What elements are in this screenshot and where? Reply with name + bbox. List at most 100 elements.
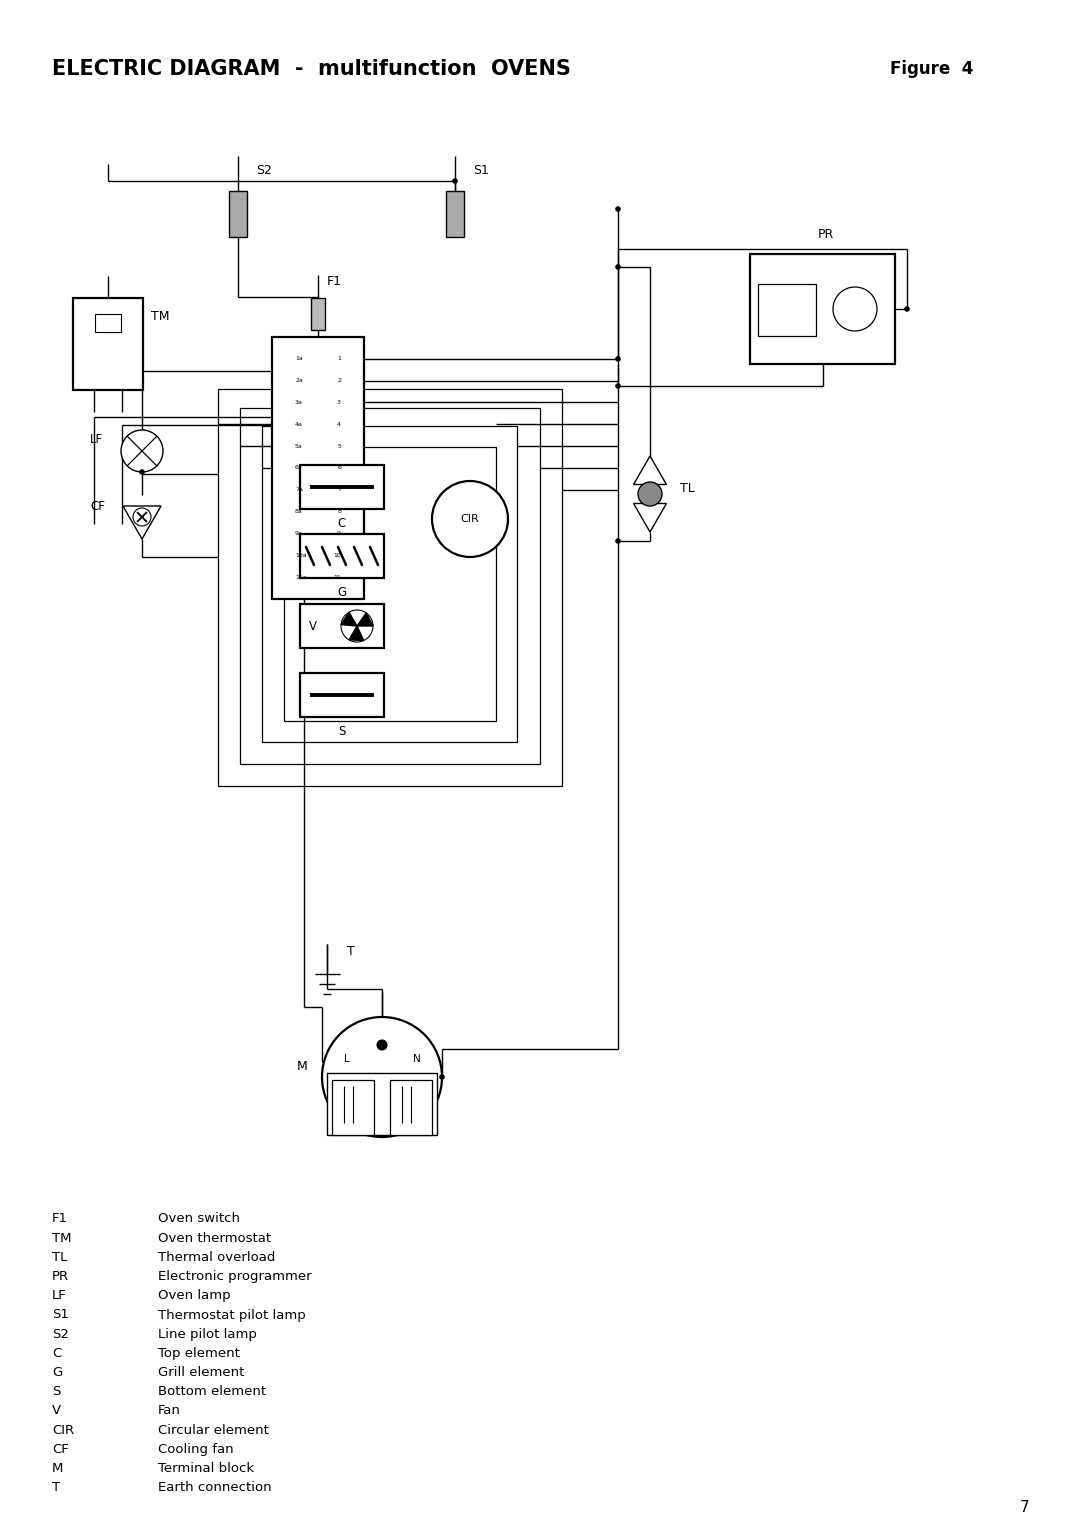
Bar [284, 446, 496, 722]
Text: 8a: 8a [295, 509, 302, 514]
Text: Earth connection: Earth connection [158, 1482, 272, 1494]
Bar [300, 534, 384, 578]
Text: 7: 7 [1021, 1500, 1030, 1515]
Circle shape [616, 384, 621, 388]
Text: T: T [52, 1482, 60, 1494]
Bar [218, 388, 562, 786]
Bar [332, 1079, 374, 1135]
Circle shape [616, 206, 621, 213]
Circle shape [121, 430, 163, 472]
Text: S2: S2 [256, 164, 272, 176]
Text: Thermostat pilot lamp: Thermostat pilot lamp [158, 1309, 306, 1321]
Text: G: G [337, 587, 347, 599]
Text: Line pilot lamp: Line pilot lamp [158, 1327, 257, 1341]
Text: M: M [52, 1462, 64, 1475]
Text: C: C [52, 1347, 62, 1359]
Circle shape [133, 508, 151, 526]
Circle shape [322, 1017, 442, 1138]
Text: L: L [345, 1053, 350, 1064]
Text: S2: S2 [52, 1327, 69, 1341]
Circle shape [638, 482, 662, 506]
Text: TL: TL [680, 483, 694, 495]
Bar [300, 465, 384, 509]
Text: V: V [52, 1405, 62, 1417]
Text: 9: 9 [337, 531, 341, 537]
Text: S: S [338, 725, 346, 739]
Text: Oven lamp: Oven lamp [158, 1289, 231, 1303]
Text: 10a: 10a [295, 553, 307, 558]
Circle shape [432, 482, 508, 557]
Text: F1: F1 [327, 275, 342, 289]
Text: M: M [297, 1061, 308, 1073]
Text: Fan: Fan [158, 1405, 180, 1417]
Text: 4: 4 [337, 422, 341, 427]
Text: G: G [52, 1365, 63, 1379]
Text: TM: TM [151, 309, 170, 323]
Polygon shape [357, 613, 373, 625]
Bar [390, 1079, 432, 1135]
Text: 5a: 5a [295, 443, 302, 448]
Text: F1: F1 [52, 1212, 68, 1226]
Text: 5: 5 [337, 443, 341, 448]
Bar [311, 298, 325, 330]
Circle shape [341, 610, 373, 642]
Text: 8: 8 [337, 509, 341, 514]
Text: 6a: 6a [295, 465, 302, 471]
Text: PR: PR [818, 228, 834, 240]
Text: 11a: 11a [295, 575, 307, 579]
Circle shape [440, 1075, 445, 1079]
Text: 7: 7 [337, 488, 341, 492]
Text: 2a: 2a [295, 378, 302, 384]
Circle shape [139, 469, 145, 476]
Bar [262, 427, 517, 742]
Text: 4a: 4a [295, 422, 302, 427]
Circle shape [616, 265, 621, 269]
Text: CIR: CIR [461, 514, 480, 524]
Text: Circular element: Circular element [158, 1423, 269, 1437]
Text: Grill element: Grill element [158, 1365, 244, 1379]
Bar [750, 254, 895, 364]
Circle shape [616, 356, 621, 362]
Text: Bottom element: Bottom element [158, 1385, 266, 1399]
Text: TL: TL [52, 1251, 67, 1264]
Text: ELECTRIC DIAGRAM  -  multifunction  OVENS: ELECTRIC DIAGRAM - multifunction OVENS [52, 60, 571, 80]
Text: Oven switch: Oven switch [158, 1212, 240, 1226]
Circle shape [904, 306, 909, 312]
Text: Thermal overload: Thermal overload [158, 1251, 275, 1264]
Text: CIR: CIR [52, 1423, 75, 1437]
Text: N: N [414, 1053, 421, 1064]
Text: S1: S1 [473, 164, 489, 176]
Text: LF: LF [52, 1289, 67, 1303]
Text: TM: TM [52, 1232, 71, 1245]
Circle shape [616, 538, 621, 544]
Text: Cooling fan: Cooling fan [158, 1443, 233, 1456]
Text: CF: CF [52, 1443, 69, 1456]
Text: 3: 3 [337, 401, 341, 405]
Bar [446, 191, 464, 237]
Text: CF: CF [90, 500, 105, 514]
Text: C: C [338, 517, 346, 531]
Circle shape [453, 179, 458, 183]
Bar [758, 284, 816, 336]
Text: 10: 10 [334, 553, 341, 558]
Text: 11: 11 [334, 575, 341, 579]
Text: S1: S1 [52, 1309, 69, 1321]
Text: V: V [309, 619, 318, 633]
Bar [95, 313, 121, 332]
Text: 1: 1 [337, 356, 341, 361]
Text: LF: LF [90, 433, 103, 445]
Text: Terminal block: Terminal block [158, 1462, 254, 1475]
Circle shape [833, 287, 877, 330]
Text: 6: 6 [337, 465, 341, 471]
Bar [272, 336, 364, 599]
Bar [240, 408, 540, 764]
Text: PR: PR [52, 1271, 69, 1283]
Bar [73, 298, 143, 390]
Text: 7a: 7a [295, 488, 302, 492]
Text: Oven thermostat: Oven thermostat [158, 1232, 271, 1245]
Text: Figure  4: Figure 4 [890, 60, 973, 78]
Text: T: T [347, 945, 354, 959]
Bar [300, 604, 384, 648]
Text: Top element: Top element [158, 1347, 240, 1359]
Circle shape [377, 1040, 387, 1050]
